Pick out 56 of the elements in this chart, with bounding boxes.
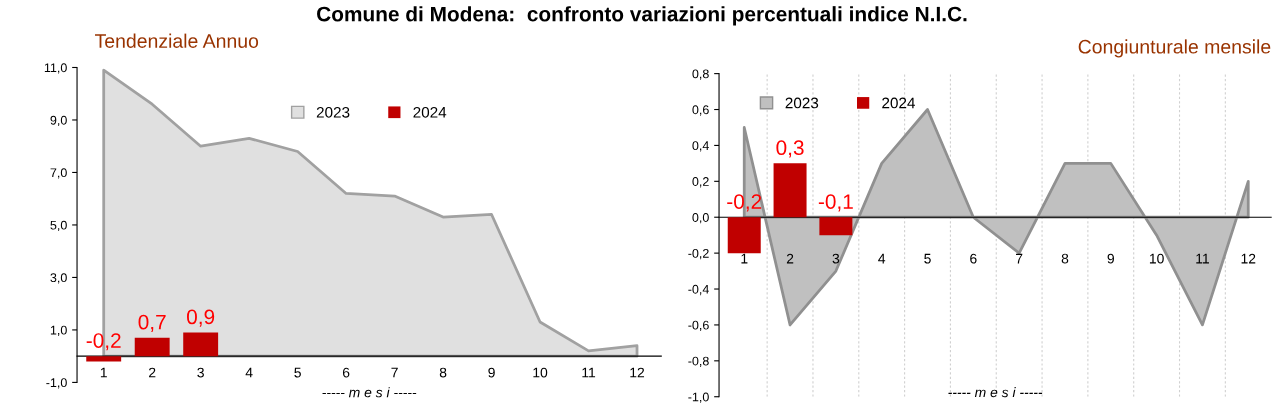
data-label: -0,2 — [86, 333, 121, 351]
x-tick-label: 5 — [924, 253, 931, 264]
x-tick-label: 10 — [1149, 253, 1164, 264]
x-tick-label: 3 — [832, 253, 840, 264]
y-tick-label: 0,6 — [692, 105, 709, 116]
y-tick-label: 0,8 — [692, 69, 709, 80]
y-tick-label: 3,0 — [50, 273, 67, 284]
x-tick-label: 7 — [1016, 253, 1023, 264]
data-label: 0,7 — [138, 314, 166, 332]
x-tick-label: 7 — [391, 367, 398, 378]
x-tick-label: 12 — [1241, 253, 1256, 264]
chart-subtitle: Tendenziale Annuo — [95, 33, 259, 48]
y-tick-label: 9,0 — [50, 115, 67, 127]
x-axis-title: ----- m e s i ----- — [948, 387, 1043, 398]
legend-label: 2023 — [316, 106, 350, 118]
x-tick-label: 11 — [1196, 253, 1209, 264]
y-tick-label: -1,0 — [688, 392, 709, 403]
x-tick-label: 8 — [1061, 253, 1069, 264]
y-tick-label: -0,8 — [688, 356, 709, 367]
y-tick-label: 0,2 — [692, 177, 709, 188]
y-tick-label: 0,0 — [692, 213, 709, 224]
x-tick-label: 4 — [245, 367, 253, 378]
x-tick-label: 9 — [1107, 253, 1114, 264]
x-tick-label: 2 — [786, 253, 794, 264]
y-tick-label: 1,0 — [50, 325, 67, 337]
x-tick-label: 1 — [100, 367, 107, 378]
x-tick-label: 8 — [439, 367, 447, 378]
chart-subtitle: Congiunturale mensile — [1078, 39, 1271, 58]
data-label: -0,1 — [818, 194, 853, 212]
y-tick-label: 0,4 — [692, 141, 709, 152]
y-tick-label: 5,0 — [50, 220, 67, 232]
data-label: 0,3 — [776, 140, 804, 158]
chart-title: Comune di Modena: confronto variazioni percentuali indice N.I.C. — [317, 6, 967, 26]
x-tick-label: 10 — [533, 367, 548, 378]
x-tick-label: 5 — [294, 367, 301, 378]
x-tick-label: 3 — [197, 367, 204, 378]
x-tick-label: 9 — [488, 367, 495, 378]
x-tick-label: 4 — [878, 253, 886, 264]
y-tick-label: -0,2 — [688, 248, 709, 260]
legend-label: 2023 — [785, 97, 819, 109]
y-tick-label: -1,0 — [46, 378, 67, 389]
y-tick-label: -0,4 — [688, 284, 709, 296]
data-label: -0,2 — [727, 194, 762, 212]
y-tick-label: 11,0 — [44, 63, 67, 74]
legend-label: 2024 — [413, 106, 447, 118]
x-tick-label: 2 — [149, 367, 156, 378]
x-tick-label: 6 — [970, 253, 977, 264]
data-label: 0,9 — [187, 309, 215, 327]
y-tick-label: -0,6 — [688, 320, 709, 332]
legend-label: 2024 — [882, 97, 915, 109]
y-tick-label: 7,0 — [50, 168, 67, 179]
x-tick-label: 11 — [582, 367, 596, 378]
x-tick-label: 1 — [741, 253, 748, 264]
x-tick-label: 6 — [342, 367, 350, 378]
x-tick-label: 12 — [630, 367, 645, 378]
x-axis-title: ----- m e s i ----- — [322, 387, 417, 398]
